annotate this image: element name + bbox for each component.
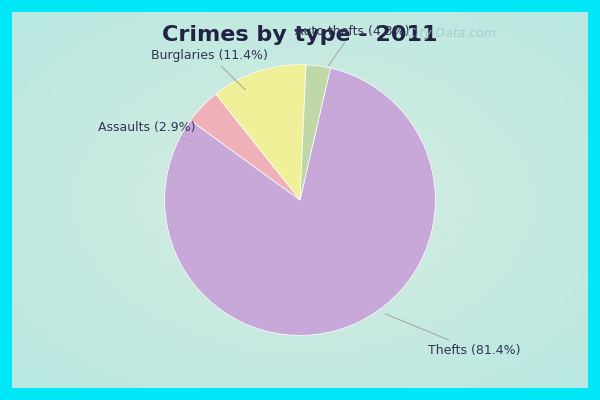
Wedge shape	[164, 68, 436, 335]
Wedge shape	[216, 65, 306, 200]
Text: Thefts (81.4%): Thefts (81.4%)	[385, 314, 520, 357]
Text: Auto thefts (4.3%): Auto thefts (4.3%)	[295, 24, 410, 65]
Text: City-Data.com: City-Data.com	[403, 27, 496, 40]
Wedge shape	[300, 65, 331, 200]
Text: Assaults (2.9%): Assaults (2.9%)	[98, 121, 196, 142]
Text: Burglaries (11.4%): Burglaries (11.4%)	[151, 49, 268, 90]
Wedge shape	[191, 94, 300, 200]
Text: Crimes by type - 2011: Crimes by type - 2011	[162, 24, 438, 44]
